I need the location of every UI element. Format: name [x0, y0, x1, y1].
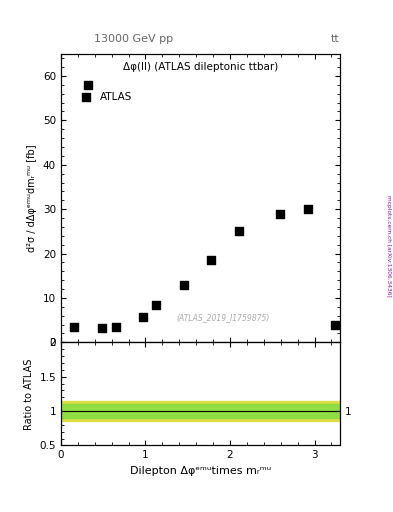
X-axis label: Dilepton Δφᵉᵐᵘtimes mᵣᵐᵘ: Dilepton Δφᵉᵐᵘtimes mᵣᵐᵘ — [130, 466, 271, 476]
ATLAS — [85, 81, 91, 89]
ATLAS — [305, 205, 311, 214]
ATLAS — [113, 323, 119, 331]
ATLAS — [140, 312, 146, 321]
Text: (ATLAS_2019_I1759875): (ATLAS_2019_I1759875) — [176, 313, 270, 322]
ATLAS — [181, 281, 187, 289]
Text: Δφ(ll) (ATLAS dileptonic ttbar): Δφ(ll) (ATLAS dileptonic ttbar) — [123, 62, 278, 72]
Legend: ATLAS: ATLAS — [72, 88, 136, 106]
ATLAS — [332, 321, 338, 329]
Y-axis label: Ratio to ATLAS: Ratio to ATLAS — [24, 358, 34, 430]
ATLAS — [153, 301, 160, 309]
Bar — [61, 404, 340, 418]
Bar — [61, 401, 340, 421]
ATLAS — [99, 324, 105, 332]
Text: tt: tt — [331, 33, 340, 44]
Y-axis label: d²σ / dΔφᵉᵐᵘdmᵣᵐᵘ [fb]: d²σ / dΔφᵉᵐᵘdmᵣᵐᵘ [fb] — [28, 144, 37, 252]
ATLAS — [71, 323, 77, 331]
ATLAS — [208, 256, 215, 264]
Text: 13000 GeV pp: 13000 GeV pp — [94, 33, 173, 44]
Text: mcplots.cern.ch [arXiv:1306.3436]: mcplots.cern.ch [arXiv:1306.3436] — [386, 195, 391, 296]
ATLAS — [236, 227, 242, 236]
ATLAS — [277, 209, 283, 218]
